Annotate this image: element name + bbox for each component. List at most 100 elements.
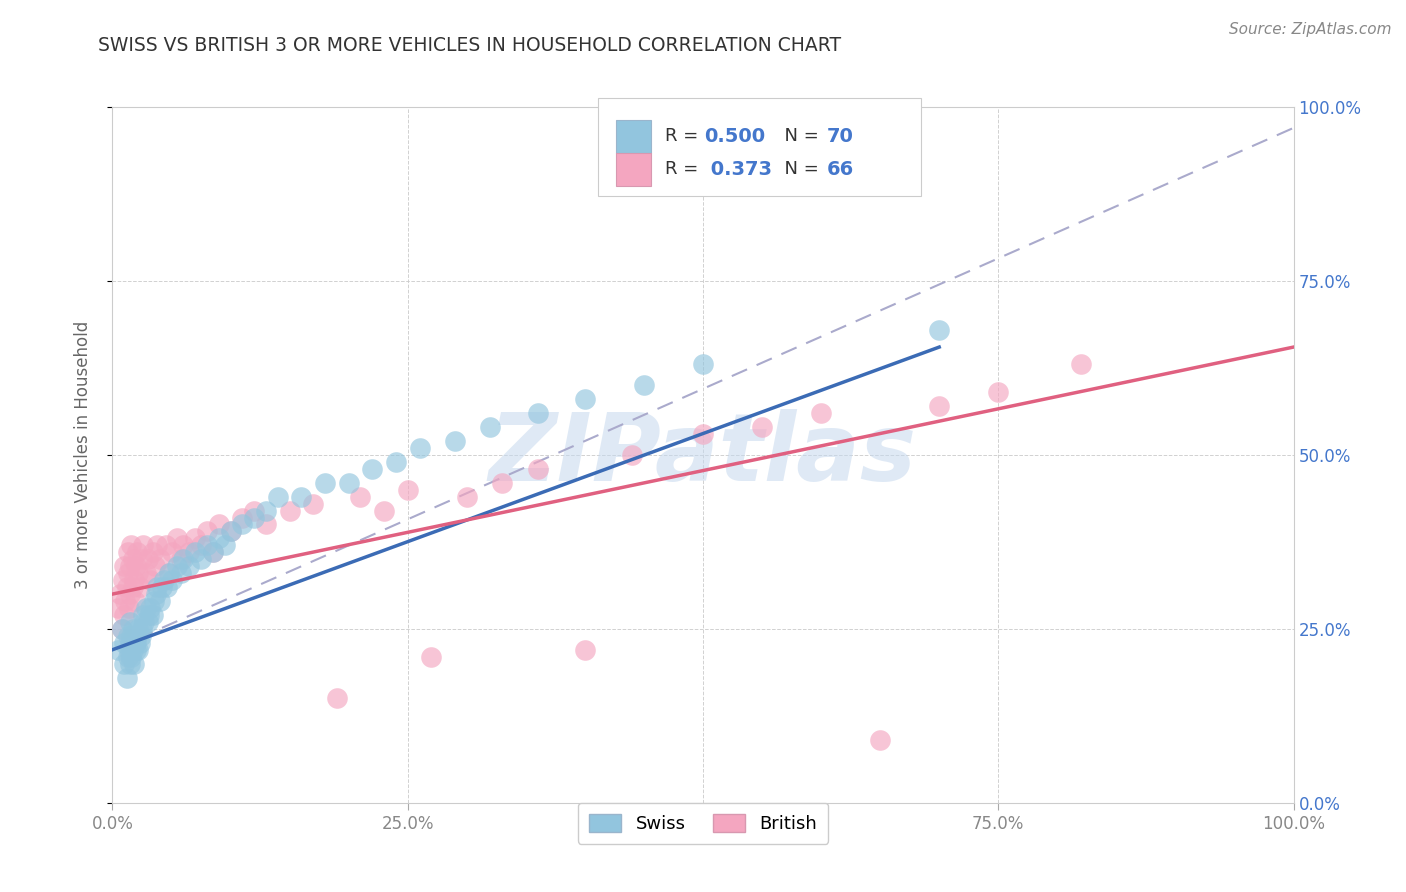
Point [127,545,149,559]
Text: 0.373: 0.373 [704,160,772,179]
Point [195,538,218,552]
Point [231,510,253,524]
Point [633,378,655,392]
Point [121,580,143,594]
Text: R =: R = [665,161,704,178]
Point [190,538,212,552]
Point [208,517,231,532]
Point [125,559,148,574]
Point [254,503,277,517]
Point [201,545,224,559]
Point [117,545,139,559]
Point [143,559,166,574]
Point [111,622,134,636]
Point [219,524,242,539]
Text: Source: ZipAtlas.com: Source: ZipAtlas.com [1229,22,1392,37]
Point [150,580,173,594]
Point [692,358,714,372]
Point [146,538,169,552]
Point [107,642,129,657]
Point [129,629,152,643]
Legend: Swiss, British: Swiss, British [578,803,828,844]
Point [456,490,478,504]
Point [142,607,165,622]
Point [112,573,135,587]
Point [128,580,150,594]
Point [111,622,134,636]
Point [166,559,188,574]
Point [420,649,443,664]
Point [692,427,714,442]
Text: 66: 66 [827,160,853,179]
Point [121,642,143,657]
Point [107,601,129,615]
Point [135,601,157,615]
Point [115,580,138,594]
Point [149,552,172,566]
Point [349,490,371,504]
Point [127,566,149,581]
Point [120,629,142,643]
Point [373,503,395,517]
Point [112,657,135,671]
Point [112,636,135,650]
Point [117,629,139,643]
Point [290,490,312,504]
Point [219,524,242,539]
Point [869,733,891,747]
Point [574,642,596,657]
Y-axis label: 3 or more Vehicles in Household: 3 or more Vehicles in Household [73,321,91,589]
Point [190,552,212,566]
Point [267,490,290,504]
Point [156,580,179,594]
Point [128,636,150,650]
Point [118,601,141,615]
Point [170,566,193,581]
Point [195,524,218,539]
Point [243,510,266,524]
Point [201,545,224,559]
Point [122,657,145,671]
Point [136,552,159,566]
Point [987,385,1010,400]
Point [326,691,349,706]
Point [153,573,176,587]
Point [160,573,183,587]
Point [124,629,146,643]
Point [160,545,183,559]
Point [146,580,169,594]
Point [127,622,149,636]
Point [112,607,135,622]
Point [278,503,301,517]
Point [115,671,138,685]
Point [231,517,253,532]
Point [142,545,165,559]
Point [170,552,193,566]
Point [139,573,162,587]
Point [172,538,194,552]
Point [108,587,131,601]
Point [184,532,207,546]
Point [132,607,155,622]
Point [149,594,172,608]
Point [179,559,201,574]
Point [396,483,419,497]
Point [214,538,236,552]
Point [157,566,180,581]
Point [479,420,502,434]
Point [120,657,142,671]
Point [127,629,149,643]
Point [145,587,167,601]
Point [444,434,467,448]
Point [112,559,135,574]
Point [120,615,142,629]
Text: 70: 70 [827,127,853,146]
Point [120,559,142,574]
Point [155,538,177,552]
Text: N =: N = [773,161,825,178]
Point [125,642,148,657]
Point [208,532,231,546]
Text: R =: R = [665,128,704,145]
Point [136,615,159,629]
Point [621,448,644,462]
